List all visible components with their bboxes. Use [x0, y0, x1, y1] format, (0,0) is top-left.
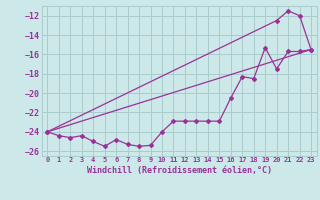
X-axis label: Windchill (Refroidissement éolien,°C): Windchill (Refroidissement éolien,°C) [87, 166, 272, 175]
